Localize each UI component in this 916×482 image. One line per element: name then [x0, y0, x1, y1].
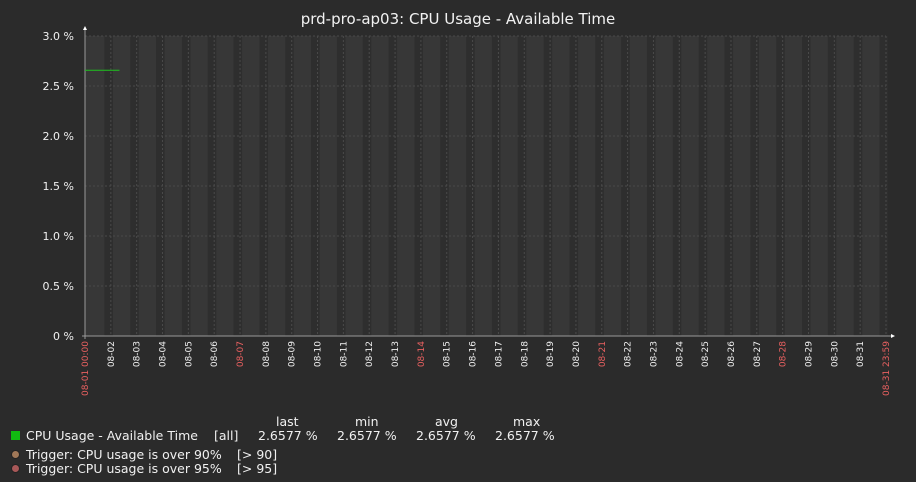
night-band [207, 36, 217, 336]
legend-trigger-dot [11, 450, 20, 459]
chart-canvas: 0 % 0.5 % 1.0 % 1.5 % 2.0 % 2.5 % 3.0 % 08-01 … [43, 26, 895, 396]
x-tick-label: 08-09 [288, 341, 298, 367]
x-tick-label: 08-22 [624, 341, 634, 367]
legend-series-avg: 2.6577 % [416, 428, 476, 443]
night-band [311, 36, 320, 336]
night-band [595, 36, 604, 336]
x-tick-label: 08-23 [649, 341, 659, 367]
y-tick-label: 2.0 % [43, 130, 74, 143]
y-tick-label: 1.5 % [43, 180, 74, 193]
night-band [104, 36, 113, 336]
x-tick-label: 08-31 23:59 [882, 341, 892, 396]
x-tick-label: 08-25 [701, 341, 711, 367]
legend-series-max: 2.6577 % [495, 428, 555, 443]
x-tick-label: 08-29 [804, 341, 814, 367]
legend-trigger-dot [11, 464, 20, 473]
night-band [362, 36, 372, 336]
legend-trigger-label: Trigger: CPU usage is over 90% [26, 447, 222, 462]
y-tick-label: 1.0 % [43, 230, 74, 243]
night-band [440, 36, 449, 336]
x-tick-label: 08-21 [598, 341, 608, 367]
y-tick-label: 3.0 % [43, 30, 74, 43]
x-tick-label: 08-19 [546, 341, 556, 367]
chart-title: prd-pro-ap03: CPU Usage - Available Time [300, 10, 616, 28]
legend-header-last: last [276, 414, 299, 429]
legend-header-min: min [355, 414, 379, 429]
x-tick-label: 08-26 [727, 341, 737, 367]
legend-trigger-condition: [> 95] [237, 461, 278, 476]
legend-trigger-condition: [> 90] [237, 447, 278, 462]
x-tick-label: 08-04 [159, 341, 169, 367]
night-band [776, 36, 785, 336]
legend-header-max: max [513, 414, 541, 429]
night-band [879, 36, 889, 336]
x-tick-label: 08-28 [779, 341, 789, 367]
x-tick-label: 08-03 [133, 341, 143, 367]
x-tick-label: 08-08 [262, 341, 272, 367]
x-tick-label: 08-18 [520, 341, 530, 367]
x-tick-label: 08-31 [856, 341, 866, 367]
y-tick-label: 2.5 % [43, 80, 74, 93]
x-tick-label: 08-17 [494, 341, 504, 367]
y-axis-arrow [83, 26, 87, 30]
x-tick-label: 08-06 [210, 341, 220, 367]
legend-series-func: [all] [214, 428, 239, 443]
legend-trigger-label: Trigger: CPU usage is over 95% [26, 461, 222, 476]
legend-series-last: 2.6577 % [258, 428, 318, 443]
x-tick-label: 08-10 [314, 341, 324, 367]
x-tick-label: 08-01 00:00 [81, 341, 91, 396]
night-band [388, 36, 398, 336]
x-tick-label: 08-11 [339, 341, 349, 367]
x-tick-label: 08-24 [675, 341, 685, 367]
x-tick-label: 08-30 [830, 341, 840, 367]
x-tick-label: 08-27 [753, 341, 763, 367]
x-tick-label: 08-13 [391, 341, 401, 367]
x-tick-label: 08-12 [365, 341, 375, 367]
x-tick-label: 08-16 [469, 341, 479, 367]
x-tick-label: 08-14 [417, 341, 427, 367]
x-tick-label: 08-05 [184, 341, 194, 367]
x-tick-label: 08-15 [443, 341, 453, 367]
x-tick-label: 08-02 [107, 341, 117, 367]
night-band [543, 36, 553, 336]
night-band [156, 36, 165, 336]
night-band [646, 36, 656, 336]
night-band [259, 36, 268, 336]
x-tick-label: 08-20 [572, 341, 582, 367]
x-tick-label: 08-07 [236, 341, 246, 367]
y-tick-label: 0 % [53, 330, 74, 343]
legend-series-swatch [11, 431, 20, 440]
x-axis-arrow [891, 334, 895, 338]
legend-header-avg: avg [435, 414, 458, 429]
night-band [491, 36, 501, 336]
legend-series-min: 2.6577 % [337, 428, 397, 443]
legend-series-name: CPU Usage - Available Time [26, 428, 198, 443]
night-band [827, 36, 837, 336]
night-band [724, 36, 734, 336]
y-tick-label: 0.5 % [43, 280, 74, 293]
